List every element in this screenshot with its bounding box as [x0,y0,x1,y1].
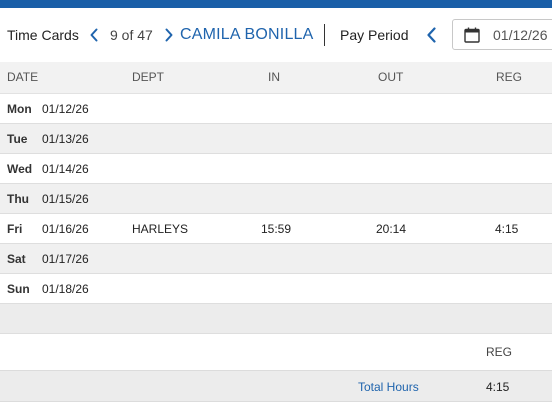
row-date: 01/14/26 [42,162,89,176]
table-row[interactable]: Thu 01/15/26 [0,184,552,214]
table-row[interactable]: Tue 01/13/26 [0,124,552,154]
timecard-table-header: DATE DEPT IN OUT REG [0,62,552,94]
pay-period-date-picker[interactable]: 01/12/26 [452,19,552,50]
column-header-in: IN [268,70,280,84]
chevron-right-icon [165,28,173,42]
page-title: Time Cards [7,27,79,43]
row-out: 20:14 [376,222,407,236]
timecard-header: Time Cards 9 of 47 CAMILA BONILLA Pay Pe… [0,8,552,62]
table-row[interactable]: Wed 01/14/26 [0,154,552,184]
summary-reg-column-label: REG [486,345,513,359]
total-hours-label: Total Hours [358,380,419,394]
column-header-reg: REG [496,70,523,84]
calendar-icon [464,27,480,43]
chevron-left-icon [426,27,436,43]
total-reg-hours: 4:15 [486,380,510,394]
row-date: 01/18/26 [42,282,89,296]
header-divider [324,24,325,46]
row-day: Thu [7,192,29,206]
chevron-left-icon [90,28,98,42]
pay-period-label: Pay Period [340,27,409,43]
top-accent-bar [0,0,552,8]
table-row[interactable]: Sun 01/18/26 [0,274,552,304]
table-footer-spacer [0,304,552,334]
row-date: 01/17/26 [42,252,89,266]
previous-pay-period-button[interactable] [423,24,439,46]
row-date: 01/12/26 [42,102,89,116]
column-header-dept: DEPT [132,70,165,84]
total-hours-row: Total Hours 4:15 [0,370,552,402]
record-position: 9 of 47 [110,27,153,43]
column-header-out: OUT [378,70,404,84]
table-row[interactable]: Fri 01/16/26 HARLEYS 15:59 20:14 4:15 [0,214,552,244]
row-dept: HARLEYS [132,222,189,236]
pay-period-date: 01/12/26 [493,27,548,43]
row-day: Fri [7,222,23,236]
row-date: 01/15/26 [42,192,89,206]
table-row[interactable]: Sat 01/17/26 [0,244,552,274]
row-reg: 4:15 [495,222,519,236]
next-employee-button[interactable] [161,25,177,45]
row-date: 01/16/26 [42,222,89,236]
table-row[interactable]: Mon 01/12/26 [0,94,552,124]
row-day: Tue [7,132,28,146]
row-in: 15:59 [261,222,292,236]
column-header-date: DATE [7,70,39,84]
row-date: 01/13/26 [42,132,89,146]
row-day: Sat [7,252,26,266]
row-day: Wed [7,162,33,176]
summary-header: REG [0,334,552,370]
employee-name-link[interactable]: CAMILA BONILLA [180,26,314,43]
row-day: Sun [7,282,30,296]
row-day: Mon [7,102,32,116]
previous-employee-button[interactable] [86,25,102,45]
